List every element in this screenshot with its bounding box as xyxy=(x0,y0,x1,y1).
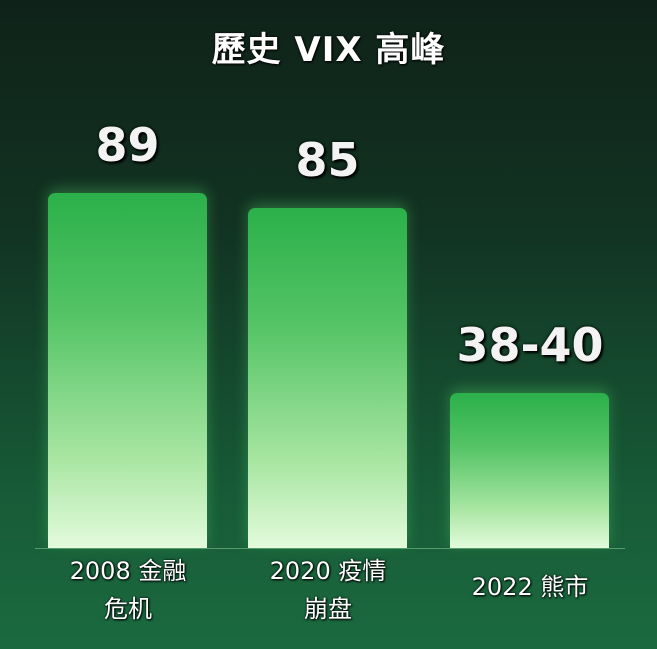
category-label-line: 2008 金融 xyxy=(69,557,187,585)
category-label-line: 2022 熊市 xyxy=(471,573,589,601)
category-label-2020: 2020 疫情 崩盘 xyxy=(228,552,428,628)
value-label-2020: 85 xyxy=(295,133,360,187)
value-label-2008: 89 xyxy=(95,118,160,172)
category-label-line: 危机 xyxy=(104,595,152,623)
x-axis-baseline xyxy=(35,548,625,549)
chart-title: 歷史 VIX 高峰 xyxy=(211,30,446,70)
category-label-line: 崩盘 xyxy=(304,595,352,623)
value-label-2022: 38-40 xyxy=(456,318,604,372)
bar-2022 xyxy=(450,393,609,548)
bar-2020 xyxy=(248,208,407,548)
bar-2008 xyxy=(48,193,207,548)
category-label-2022: 2022 熊市 xyxy=(430,568,630,606)
category-label-2008: 2008 金融 危机 xyxy=(28,552,228,628)
category-label-line: 2020 疫情 xyxy=(269,557,387,585)
